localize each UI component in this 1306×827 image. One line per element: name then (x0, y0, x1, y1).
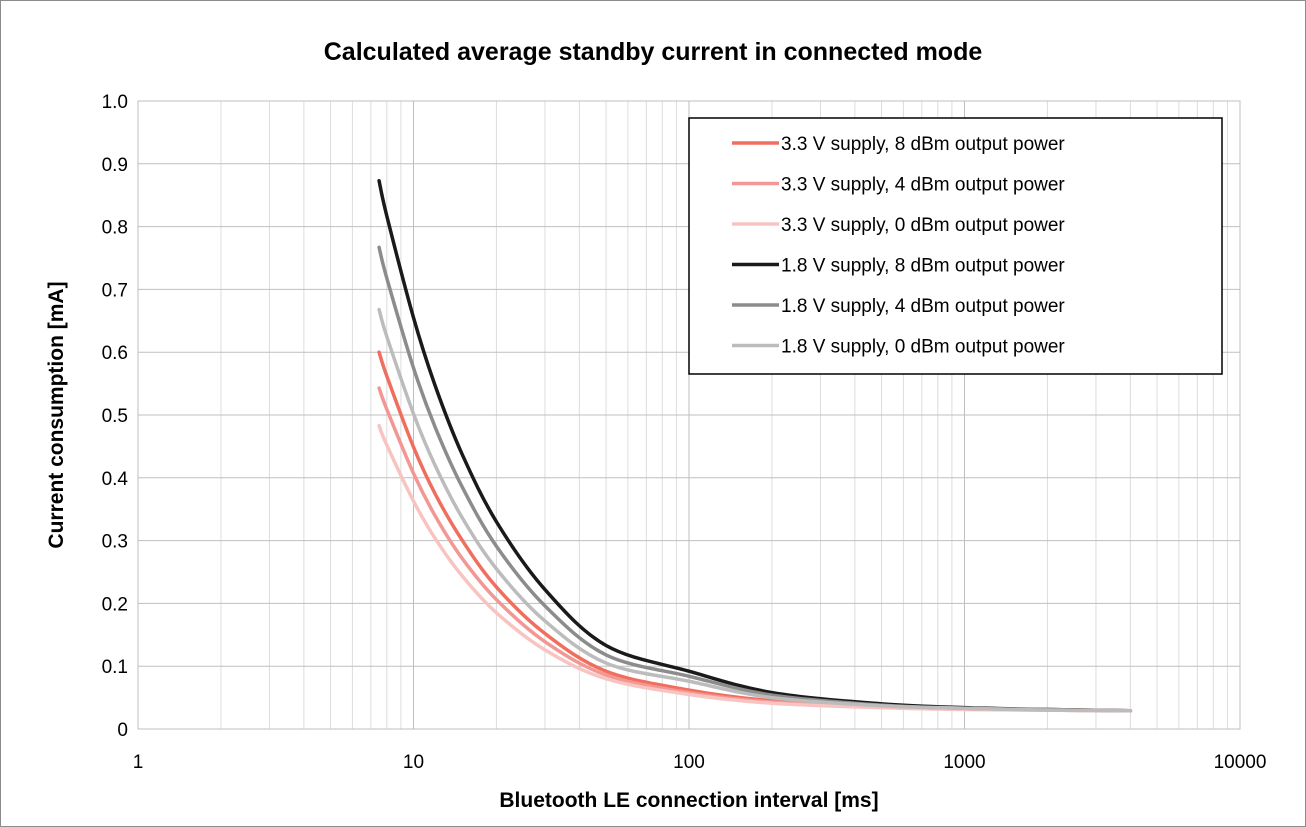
y-tick-label: 1.0 (102, 92, 128, 113)
y-axis-tick-labels: 0 0.1 0.2 0.3 0.4 0.5 0.6 0.7 0.8 0.9 1.0 (102, 92, 129, 741)
legend-label: 3.3 V supply, 0 dBm output power (781, 215, 1065, 236)
series-line-2 (377, 386, 1133, 713)
y-tick-label: 0.8 (102, 218, 128, 239)
x-tick-label: 100 (673, 752, 705, 773)
x-axis-tick-labels: 1 10 100 1000 10000 (133, 752, 1267, 773)
chart-title: Calculated average standby current in co… (324, 38, 983, 66)
legend-label: 1.8 V supply, 8 dBm output power (781, 256, 1065, 277)
y-tick-label: 0.2 (102, 594, 128, 615)
y-tick-label: 0.1 (102, 657, 128, 678)
legend-label: 1.8 V supply, 0 dBm output power (781, 337, 1065, 358)
legend-label: 3.3 V supply, 8 dBm output power (781, 134, 1065, 155)
series-line-3 (377, 423, 1133, 713)
x-tick-label: 1000 (943, 752, 985, 773)
series-line-1 (377, 350, 1133, 713)
y-tick-label: 0.6 (102, 343, 128, 364)
x-tick-label: 10 (403, 752, 424, 773)
legend-label: 1.8 V supply, 4 dBm output power (781, 296, 1065, 317)
y-axis-title: Current consumption [mA] (45, 281, 68, 548)
x-tick-label: 1 (133, 752, 144, 773)
legend: 3.3 V supply, 8 dBm output power 3.3 V su… (688, 117, 1223, 375)
y-tick-label: 0.5 (102, 406, 128, 427)
y-tick-label: 0.4 (102, 469, 129, 490)
legend-box (688, 117, 1223, 375)
plot-area-border (137, 100, 1241, 730)
x-axis-title: Bluetooth LE connection interval [ms] (499, 789, 878, 812)
y-tick-label: 0.7 (102, 280, 128, 301)
series-line-6 (377, 307, 1133, 713)
y-tick-label: 0.9 (102, 155, 128, 176)
x-tick-label: 10000 (1214, 752, 1267, 773)
series-lines (377, 179, 1133, 713)
y-tick-label: 0.3 (102, 532, 128, 553)
y-tick-label: 0 (117, 720, 128, 741)
legend-label: 3.3 V supply, 4 dBm output power (781, 175, 1065, 196)
